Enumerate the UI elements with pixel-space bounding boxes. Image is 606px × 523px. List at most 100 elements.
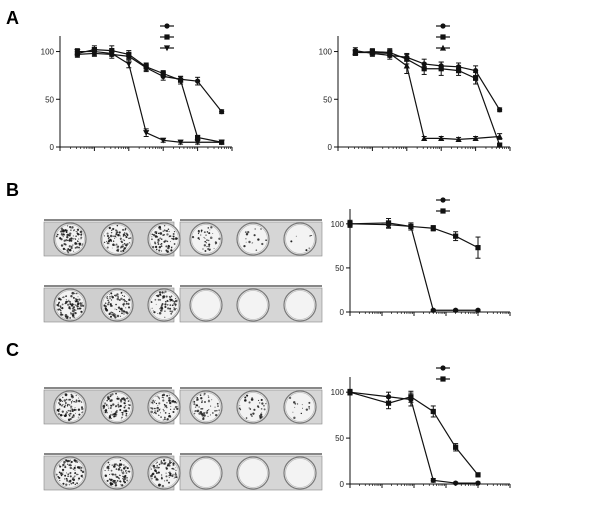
colony-dot <box>128 242 130 244</box>
colony-dot <box>197 232 200 235</box>
well-rim <box>285 458 315 488</box>
colony-dot <box>111 473 114 476</box>
colony-dot <box>157 405 159 407</box>
colony-dot <box>75 300 78 303</box>
colony-dot <box>162 295 165 299</box>
colony-dot <box>111 296 114 299</box>
colony-dot <box>120 250 122 252</box>
colony-dot <box>77 479 79 481</box>
colony-dot <box>114 235 117 238</box>
panel-letter-a: A <box>6 8 19 28</box>
data-point <box>455 68 462 74</box>
colony-dot <box>163 410 165 412</box>
colony-dot <box>159 299 162 301</box>
colony-dot <box>201 400 204 402</box>
colony-dot <box>108 226 111 230</box>
colony-dot <box>116 309 118 311</box>
colony-dot <box>124 303 126 305</box>
colony-dot <box>108 243 110 245</box>
colony-dot <box>154 235 158 238</box>
colony-dot <box>150 468 153 470</box>
y-tick-label: 100 <box>331 220 345 229</box>
colony-dot <box>207 396 210 398</box>
colony-dot <box>164 310 166 312</box>
colony-dot <box>120 315 122 317</box>
well-rim <box>102 392 132 422</box>
colony-dot <box>162 408 164 411</box>
colony-dot <box>69 225 72 229</box>
colony-dot <box>168 472 170 474</box>
colony-dot <box>169 408 172 411</box>
colony-dot <box>168 230 170 233</box>
colony-dot <box>163 480 166 482</box>
colony-dot <box>78 243 81 247</box>
colony-dot <box>122 470 124 472</box>
colony-dot <box>72 235 74 237</box>
colony-dot <box>78 238 80 240</box>
colony-dot <box>167 463 170 466</box>
colony-dot <box>216 402 219 405</box>
colony-dot <box>124 232 126 234</box>
data-point <box>430 307 436 313</box>
colony-dot <box>156 461 158 463</box>
colony-dot <box>76 305 78 307</box>
colony-dot <box>172 467 174 470</box>
colony-dot <box>69 303 72 306</box>
colony-dot <box>169 298 171 301</box>
colony-dot <box>65 248 67 250</box>
colony-dot <box>258 402 261 404</box>
colony-dot <box>120 484 122 486</box>
colony-dot <box>106 232 109 235</box>
colony-dot <box>109 473 111 475</box>
data-point <box>108 50 115 57</box>
colony-dot <box>58 464 60 466</box>
colony-dot <box>58 408 61 411</box>
colony-dot <box>165 461 167 464</box>
colony-dot <box>167 244 170 247</box>
series-1 <box>347 388 481 478</box>
colony-dot <box>107 462 110 464</box>
colony-dot <box>175 469 177 472</box>
colony-dot <box>153 466 156 469</box>
colony-dot <box>119 237 122 240</box>
colony-dot <box>158 249 161 252</box>
well <box>100 222 134 256</box>
data-point <box>125 61 132 68</box>
colony-dot <box>164 305 167 309</box>
series-line <box>349 391 478 484</box>
well <box>189 456 223 490</box>
colony-dot <box>203 401 206 404</box>
colony-dot <box>105 403 108 406</box>
colony-dot <box>158 398 160 400</box>
colony-dot <box>128 404 131 406</box>
colony-dot <box>126 312 129 315</box>
colony-dot <box>123 475 126 479</box>
colony-dot <box>70 237 73 240</box>
colony-dot <box>260 228 262 230</box>
well-rim <box>238 290 268 320</box>
colony-dot <box>198 412 201 415</box>
colony-dot <box>176 407 179 411</box>
colony-dot <box>69 472 72 475</box>
colony-dot <box>81 412 83 414</box>
colony-dot <box>209 236 213 240</box>
colony-dot <box>165 472 167 474</box>
colony-dot <box>116 248 120 251</box>
colony-dot <box>73 408 76 412</box>
colony-dot <box>71 408 73 410</box>
colony-dot <box>154 469 157 472</box>
colony-dot <box>125 244 128 247</box>
colony-dot <box>58 402 60 404</box>
colony-dot <box>164 406 166 408</box>
colony-dot <box>75 292 78 295</box>
colony-dot <box>64 474 67 477</box>
colony-dot <box>168 481 170 484</box>
colony-dot <box>62 482 65 485</box>
well-rim <box>55 392 85 422</box>
colony-dot <box>107 396 110 399</box>
colony-dot <box>156 472 158 474</box>
colony-dot <box>70 245 73 248</box>
colony-dot <box>127 302 130 306</box>
colony-dot <box>120 418 122 420</box>
y-tick-label: 50 <box>335 434 344 443</box>
